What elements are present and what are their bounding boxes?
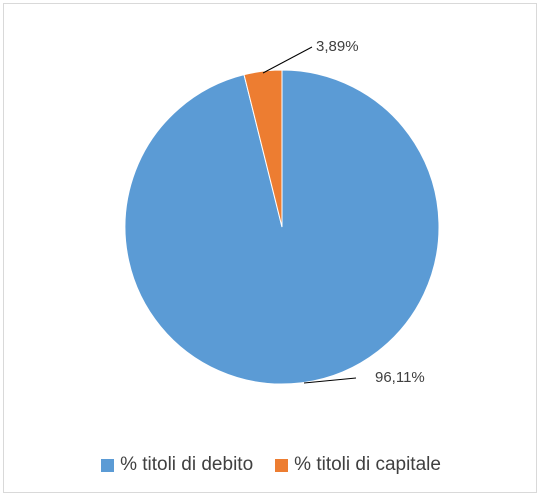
leader-line-capitale: [262, 46, 313, 74]
data-label-debito: 96,11%: [375, 369, 425, 386]
legend: % titoli di debito % titoli di capitale: [0, 452, 542, 478]
pie-slice-capitale: [243, 69, 283, 228]
legend-item-capitale: % titoli di capitale: [275, 454, 441, 476]
data-label-capitale: 3,89%: [316, 38, 359, 55]
legend-swatch-capitale: [275, 458, 289, 472]
legend-label-debito: % titoli di debito: [120, 454, 254, 475]
leader-line-debito: [303, 377, 357, 384]
legend-label-capitale: % titoli di capitale: [294, 454, 441, 475]
pie-chart: 96,11% 3,89%: [124, 38, 440, 386]
legend-swatch-debito: [101, 458, 115, 472]
legend-item-debito: % titoli di debito: [101, 454, 253, 476]
